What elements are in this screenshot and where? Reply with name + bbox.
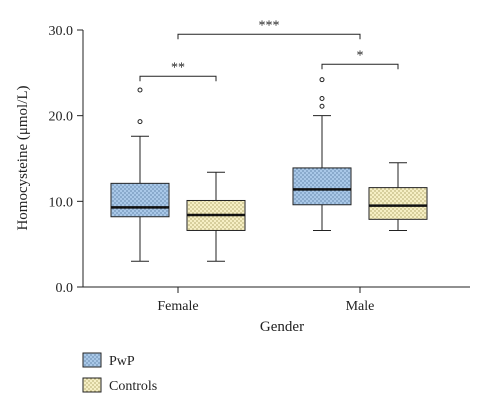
x-axis-title: Gender [260, 319, 304, 335]
x-tick-label: Female [157, 299, 198, 314]
legend-label-pwp: PwP [109, 354, 135, 369]
outlier-pwp-male [319, 77, 325, 83]
outlier-pwp-male [319, 96, 325, 102]
outlier-pwp-male [319, 103, 325, 109]
significance-2-label: * [357, 48, 364, 63]
y-axis-title: Homocysteine (μmol/L) [15, 85, 31, 230]
significance-1-bracket [139, 75, 217, 82]
box-controls-male [368, 187, 428, 220]
outlier-pwp-female [137, 87, 143, 93]
legend: PwP Controls [82, 352, 157, 394]
significance-1-label: ** [171, 60, 185, 75]
outlier-pwp-female [137, 119, 143, 125]
legend-swatch-pwp [82, 352, 102, 368]
legend-swatch-controls [82, 377, 102, 393]
y-tick-label: 30.0 [49, 24, 74, 39]
significance-3-label: *** [259, 18, 280, 33]
significance-3-bracket [177, 33, 361, 40]
significance-2-bracket [321, 63, 399, 70]
legend-label-controls: Controls [109, 379, 157, 394]
y-tick-label: 10.0 [49, 195, 74, 210]
y-tick-label: 20.0 [49, 110, 74, 125]
box-pwp-female [110, 182, 170, 218]
x-tick-label: Male [346, 299, 375, 314]
y-tick-label: 0.0 [56, 281, 74, 296]
box-pwp-male [292, 167, 352, 206]
